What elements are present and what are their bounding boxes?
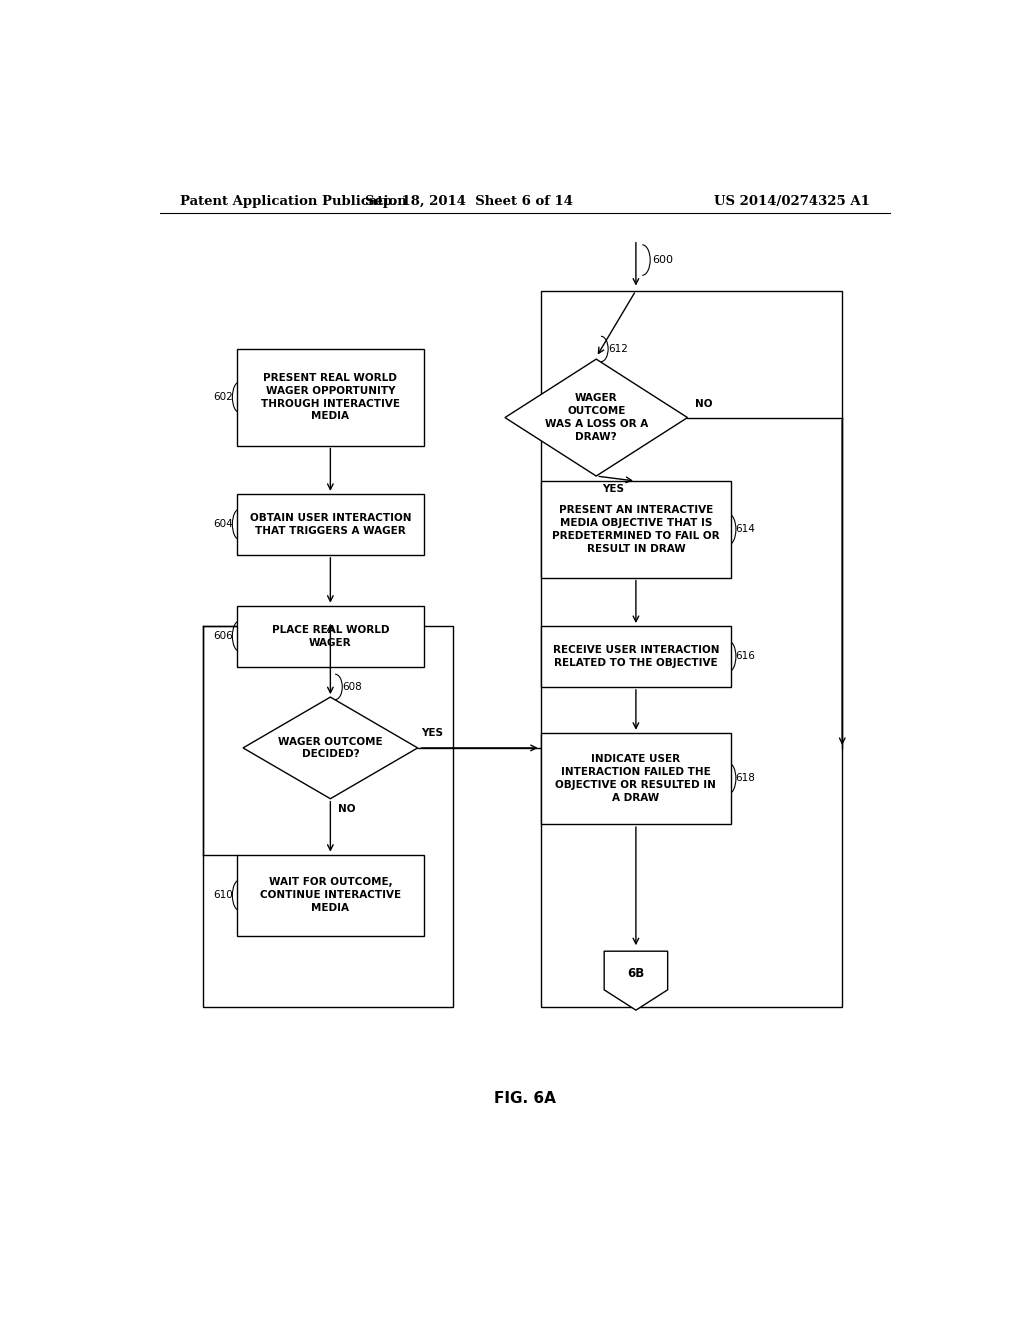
Text: YES: YES bbox=[602, 484, 625, 494]
Text: WAIT FOR OUTCOME,
CONTINUE INTERACTIVE
MEDIA: WAIT FOR OUTCOME, CONTINUE INTERACTIVE M… bbox=[260, 878, 401, 913]
Text: 606: 606 bbox=[213, 631, 233, 642]
Text: WAGER
OUTCOME
WAS A LOSS OR A
DRAW?: WAGER OUTCOME WAS A LOSS OR A DRAW? bbox=[545, 393, 648, 442]
FancyBboxPatch shape bbox=[541, 480, 731, 578]
Text: RECEIVE USER INTERACTION
RELATED TO THE OBJECTIVE: RECEIVE USER INTERACTION RELATED TO THE … bbox=[553, 645, 719, 668]
Text: OBTAIN USER INTERACTION
THAT TRIGGERS A WAGER: OBTAIN USER INTERACTION THAT TRIGGERS A … bbox=[250, 513, 411, 536]
Polygon shape bbox=[505, 359, 687, 477]
Polygon shape bbox=[243, 697, 418, 799]
Text: 616: 616 bbox=[735, 652, 755, 661]
Text: NO: NO bbox=[338, 804, 355, 814]
FancyBboxPatch shape bbox=[541, 626, 731, 686]
FancyBboxPatch shape bbox=[238, 348, 424, 446]
Polygon shape bbox=[604, 952, 668, 1010]
Text: PRESENT REAL WORLD
WAGER OPPORTUNITY
THROUGH INTERACTIVE
MEDIA: PRESENT REAL WORLD WAGER OPPORTUNITY THR… bbox=[261, 374, 399, 421]
Text: WAGER OUTCOME
DECIDED?: WAGER OUTCOME DECIDED? bbox=[279, 737, 383, 759]
FancyBboxPatch shape bbox=[541, 733, 731, 824]
Text: INDICATE USER
INTERACTION FAILED THE
OBJECTIVE OR RESULTED IN
A DRAW: INDICATE USER INTERACTION FAILED THE OBJ… bbox=[555, 754, 717, 803]
Text: 610: 610 bbox=[213, 890, 233, 900]
Text: 602: 602 bbox=[213, 392, 233, 403]
Text: 604: 604 bbox=[213, 519, 233, 529]
FancyBboxPatch shape bbox=[541, 290, 842, 1007]
Text: FIG. 6A: FIG. 6A bbox=[494, 1092, 556, 1106]
Text: 600: 600 bbox=[652, 255, 673, 265]
Text: 6B: 6B bbox=[628, 968, 644, 979]
Text: 614: 614 bbox=[735, 524, 755, 535]
Text: 612: 612 bbox=[608, 345, 628, 354]
Text: PLACE REAL WORLD
WAGER: PLACE REAL WORLD WAGER bbox=[271, 624, 389, 648]
Text: PRESENT AN INTERACTIVE
MEDIA OBJECTIVE THAT IS
PREDETERMINED TO FAIL OR
RESULT I: PRESENT AN INTERACTIVE MEDIA OBJECTIVE T… bbox=[552, 506, 720, 553]
FancyBboxPatch shape bbox=[238, 854, 424, 936]
FancyBboxPatch shape bbox=[238, 494, 424, 554]
Text: 608: 608 bbox=[342, 682, 362, 692]
Text: Patent Application Publication: Patent Application Publication bbox=[179, 194, 407, 207]
Text: Sep. 18, 2014  Sheet 6 of 14: Sep. 18, 2014 Sheet 6 of 14 bbox=[366, 194, 573, 207]
Text: NO: NO bbox=[695, 400, 713, 409]
Text: 618: 618 bbox=[735, 774, 755, 783]
Text: YES: YES bbox=[422, 727, 443, 738]
FancyBboxPatch shape bbox=[238, 606, 424, 667]
Text: US 2014/0274325 A1: US 2014/0274325 A1 bbox=[714, 194, 870, 207]
FancyBboxPatch shape bbox=[204, 626, 454, 1007]
